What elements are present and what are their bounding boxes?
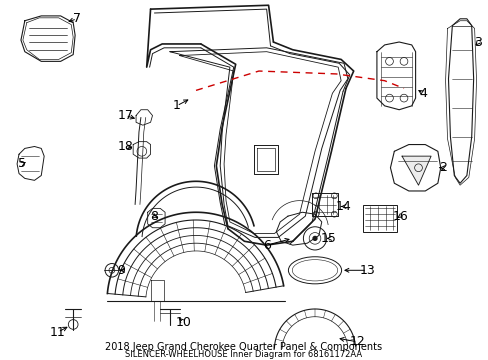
Text: 5: 5 (18, 157, 26, 170)
Text: 17: 17 (117, 109, 133, 122)
Text: 18: 18 (117, 140, 133, 153)
Text: 14: 14 (335, 200, 351, 213)
Text: 1: 1 (172, 99, 180, 112)
Text: 8: 8 (150, 210, 158, 222)
Text: 13: 13 (359, 264, 374, 277)
Text: 11: 11 (50, 326, 65, 339)
Text: 6: 6 (262, 239, 270, 252)
Text: SILENCER-WHEELHOUSE Inner Diagram for 68161172AA: SILENCER-WHEELHOUSE Inner Diagram for 68… (124, 350, 361, 359)
Text: 10: 10 (175, 316, 191, 329)
Text: 15: 15 (320, 232, 336, 245)
Text: 2018 Jeep Grand Cherokee Quarter Panel & Components: 2018 Jeep Grand Cherokee Quarter Panel &… (104, 342, 381, 352)
Text: 3: 3 (473, 36, 482, 49)
Text: 7: 7 (73, 12, 81, 25)
Circle shape (312, 237, 316, 240)
Text: 16: 16 (391, 210, 407, 222)
Polygon shape (401, 156, 430, 185)
Text: 9: 9 (118, 264, 125, 277)
Bar (363, 204, 396, 231)
Text: 2: 2 (438, 161, 446, 174)
Text: 4: 4 (419, 87, 427, 100)
Text: 12: 12 (349, 336, 365, 348)
